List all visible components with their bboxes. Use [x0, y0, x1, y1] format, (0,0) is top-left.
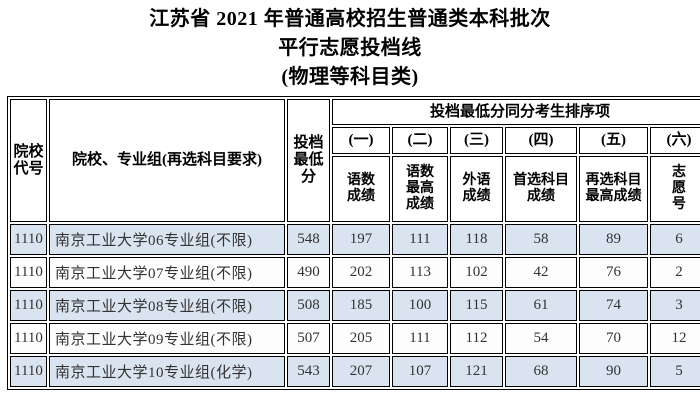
cell-sort-3: 121: [450, 356, 503, 387]
header-sort-index-4: (四): [505, 127, 577, 154]
header-sort-index-6: (六): [650, 127, 700, 154]
cell-code: 1110: [10, 224, 47, 255]
cell-sort-2: 111: [392, 323, 448, 354]
table-row: 1110 南京工业大学10专业组(化学) 543 207 107 121 68 …: [10, 356, 700, 387]
header-sort-name-1: 语数 成绩: [332, 156, 390, 222]
cell-sort-2: 107: [392, 356, 448, 387]
cell-sort-4: 42: [505, 257, 577, 288]
header-sort-index-5: (五): [579, 127, 648, 154]
header-college-group: 院校、专业组(再选科目要求): [49, 99, 285, 222]
admission-score-table: 院校 代号 院校、专业组(再选科目要求) 投档 最低 分 投档最低分同分考生排序…: [7, 96, 700, 390]
header-college-code: 院校 代号: [10, 99, 47, 222]
cell-sort-5: 89: [579, 224, 648, 255]
header-sort-index-2: (二): [392, 127, 448, 154]
cell-sort-1: 202: [332, 257, 390, 288]
title-line-3: (物理等科目类): [281, 66, 419, 88]
cell-code: 1110: [10, 356, 47, 387]
cell-sort-1: 207: [332, 356, 390, 387]
cell-group: 南京工业大学10专业组(化学): [49, 356, 285, 387]
cell-sort-4: 54: [505, 323, 577, 354]
cell-sort-1: 185: [332, 290, 390, 321]
header-sort-name-5: 再选科目 最高成绩: [579, 156, 648, 222]
cell-min-score: 490: [287, 257, 330, 288]
header-sort-index-3: (三): [450, 127, 503, 154]
cell-sort-2: 111: [392, 224, 448, 255]
cell-group: 南京工业大学07专业组(不限): [49, 257, 285, 288]
header-sort-name-3: 外语 成绩: [450, 156, 503, 222]
title-line-2: 平行志愿投档线: [278, 37, 422, 59]
cell-min-score: 543: [287, 356, 330, 387]
cell-sort-6: 5: [650, 356, 700, 387]
cell-sort-5: 74: [579, 290, 648, 321]
table-row: 1110 南京工业大学09专业组(不限) 507 205 111 112 54 …: [10, 323, 700, 354]
cell-code: 1110: [10, 290, 47, 321]
cell-sort-5: 70: [579, 323, 648, 354]
cell-min-score: 508: [287, 290, 330, 321]
cell-group: 南京工业大学06专业组(不限): [49, 224, 285, 255]
cell-sort-2: 113: [392, 257, 448, 288]
cell-sort-6: 6: [650, 224, 700, 255]
header-sort-name-2: 语数 最高 成绩: [392, 156, 448, 222]
cell-sort-4: 68: [505, 356, 577, 387]
cell-sort-5: 76: [579, 257, 648, 288]
cell-sort-4: 58: [505, 224, 577, 255]
cell-sort-5: 90: [579, 356, 648, 387]
cell-sort-4: 61: [505, 290, 577, 321]
cell-group: 南京工业大学08专业组(不限): [49, 290, 285, 321]
cell-min-score: 548: [287, 224, 330, 255]
cell-sort-1: 197: [332, 224, 390, 255]
cell-code: 1110: [10, 257, 47, 288]
cell-sort-1: 205: [332, 323, 390, 354]
cell-sort-2: 100: [392, 290, 448, 321]
header-sort-group-title: 投档最低分同分考生排序项: [332, 99, 700, 125]
table-row: 1110 南京工业大学07专业组(不限) 490 202 113 102 42 …: [10, 257, 700, 288]
header-sort-index-1: (一): [332, 127, 390, 154]
cell-group: 南京工业大学09专业组(不限): [49, 323, 285, 354]
table-row: 1110 南京工业大学06专业组(不限) 548 197 111 118 58 …: [10, 224, 700, 255]
cell-sort-3: 102: [450, 257, 503, 288]
table-row: 1110 南京工业大学08专业组(不限) 508 185 100 115 61 …: [10, 290, 700, 321]
cell-sort-3: 115: [450, 290, 503, 321]
header-sort-name-4: 首选科目 成绩: [505, 156, 577, 222]
cell-sort-6: 2: [650, 257, 700, 288]
header-sort-name-6: 志 愿 号: [650, 156, 700, 222]
cell-min-score: 507: [287, 323, 330, 354]
cell-sort-3: 118: [450, 224, 503, 255]
header-min-score: 投档 最低 分: [287, 99, 330, 222]
cell-sort-6: 3: [650, 290, 700, 321]
cell-sort-6: 12: [650, 323, 700, 354]
cell-sort-3: 112: [450, 323, 503, 354]
cell-code: 1110: [10, 323, 47, 354]
page-title: 江苏省 2021 年普通高校招生普通类本科批次 平行志愿投档线 (物理等科目类): [0, 0, 700, 92]
title-line-1: 江苏省 2021 年普通高校招生普通类本科批次: [149, 8, 551, 30]
